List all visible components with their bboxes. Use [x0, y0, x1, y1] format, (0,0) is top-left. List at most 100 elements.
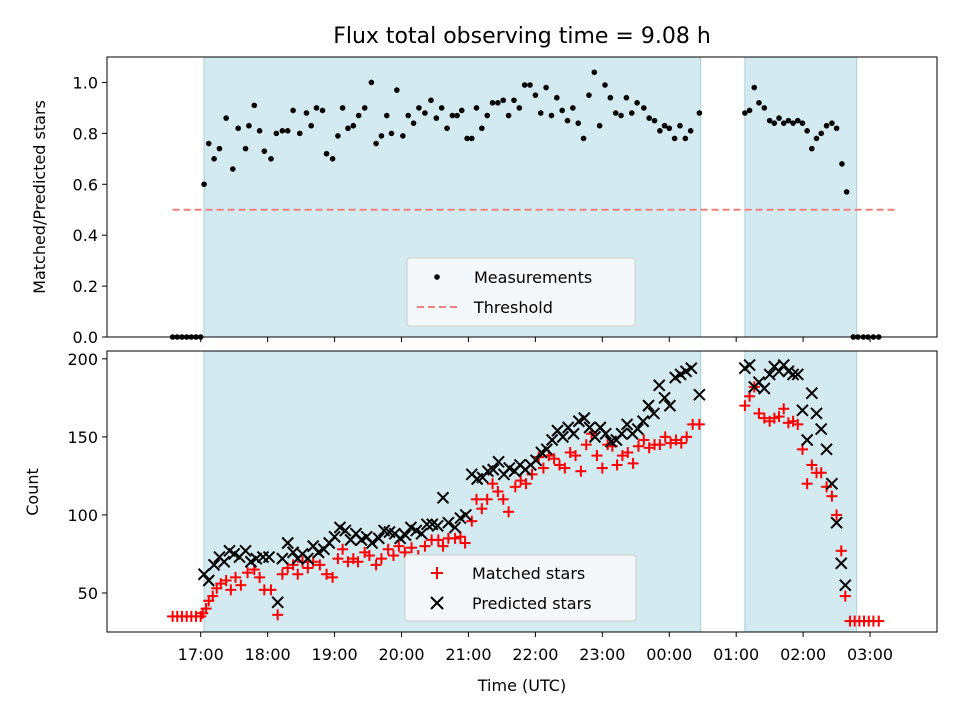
matched-star-point	[276, 568, 288, 580]
measurement-point	[799, 120, 806, 126]
x-b	[556, 430, 570, 444]
predicted-star-point	[599, 427, 612, 440]
predicted-star-point	[642, 399, 655, 412]
x-tick-label: 01:00	[713, 645, 759, 664]
bottom-legend-box	[404, 554, 637, 622]
matched-star-point	[753, 407, 765, 419]
x-b	[492, 455, 505, 469]
predicted-star-point	[328, 530, 341, 543]
predicted-star-point	[636, 415, 650, 428]
matched-star-point	[476, 503, 488, 515]
measurement-point	[350, 122, 357, 129]
predicted-star-point	[772, 365, 786, 378]
matched-star-point	[503, 506, 515, 518]
predicted-star-point	[791, 368, 804, 381]
measurement-point	[804, 128, 810, 134]
measurement-point	[449, 112, 456, 119]
x-b	[301, 552, 315, 565]
measurement-point	[458, 107, 465, 114]
matched-star-point	[296, 556, 308, 568]
x-tick-label: 02:00	[780, 645, 826, 664]
x-b	[814, 422, 828, 436]
predicted-star-point	[786, 368, 800, 381]
matched-star-point	[432, 534, 444, 546]
matched-star-point	[773, 411, 785, 423]
matched-star-point	[492, 486, 504, 497]
x-b	[758, 382, 771, 395]
measurement-point	[833, 125, 840, 132]
matched-star-point	[287, 559, 299, 571]
matched-star-point	[520, 478, 532, 490]
x-b	[372, 532, 385, 545]
matched-star-point	[254, 571, 266, 583]
matched-star-point	[399, 546, 411, 558]
y-tick-label: 100	[67, 506, 98, 525]
measurement-point	[211, 156, 217, 162]
legend-predicted-label: Predicted stars	[472, 594, 592, 613]
predicted-star-point	[217, 555, 231, 568]
predicted-stars-series	[197, 358, 852, 609]
measurement-point	[602, 82, 608, 88]
predicted-star-point	[399, 529, 412, 542]
predicted-star-point	[800, 433, 814, 447]
measurement-point	[261, 148, 268, 154]
x-b	[615, 427, 628, 440]
x-b	[415, 527, 428, 540]
measurement-point	[484, 112, 490, 119]
measurement-point	[641, 105, 647, 111]
measurement-point	[290, 107, 296, 114]
x-b	[503, 461, 516, 475]
x-b	[658, 391, 671, 405]
matched-star-point	[235, 579, 247, 591]
x-b	[561, 421, 575, 434]
x-b	[653, 379, 666, 392]
predicted-star-point	[415, 527, 428, 540]
measurement-point	[216, 145, 223, 152]
x-b	[404, 521, 418, 534]
x-b	[410, 524, 423, 537]
x-b	[227, 547, 241, 561]
matched-star-point	[778, 403, 790, 415]
predicted-star-point	[805, 386, 819, 400]
measurement-point	[345, 125, 351, 132]
bottom-y-axis: 50 100 150 200	[67, 350, 107, 603]
measurement-point	[575, 120, 582, 126]
bottom-panel: 50 100 150 200 17:00 18:00 19:00 20:00 21:00 22:…	[23, 350, 938, 695]
matched-star-point	[242, 567, 254, 579]
x-b	[202, 574, 215, 587]
x-b	[271, 596, 284, 609]
measurement-point	[742, 110, 748, 116]
measurement-point	[521, 82, 528, 88]
x-b	[239, 544, 252, 558]
x-b	[545, 433, 559, 447]
matched-star-point	[826, 490, 838, 502]
x-b	[599, 427, 612, 440]
matched-star-point	[307, 556, 319, 568]
predicted-star-point	[758, 382, 771, 395]
predicted-star-point	[545, 433, 559, 447]
top-legend-box	[406, 257, 636, 327]
measurement-point	[766, 117, 773, 124]
predicted-star-point	[442, 516, 455, 529]
x-b	[360, 530, 373, 543]
measurement-point	[335, 133, 341, 139]
measurement-point	[790, 120, 796, 126]
matched-star-point	[548, 453, 560, 465]
x-b	[583, 421, 596, 434]
measurement-point	[268, 156, 274, 162]
x-b	[487, 463, 500, 476]
x-b	[663, 399, 677, 412]
matched-star-point	[382, 543, 394, 555]
predicted-star-point	[796, 404, 809, 417]
observing-window	[744, 350, 858, 633]
measurement-point	[746, 107, 753, 114]
matched-star-point	[509, 481, 521, 493]
predicted-star-point	[365, 536, 379, 550]
y-tick-label: 0.6	[73, 175, 98, 194]
measurement-point	[468, 135, 475, 142]
predicted-star-point	[830, 516, 843, 529]
bottom-x-axis: 17:00 18:00 19:00 20:00 21:00 22:00 23:00 00:00…	[178, 632, 893, 664]
y-tick-label: 0.2	[73, 277, 98, 296]
measurement-point	[410, 120, 417, 126]
matched-star-point	[207, 590, 219, 602]
